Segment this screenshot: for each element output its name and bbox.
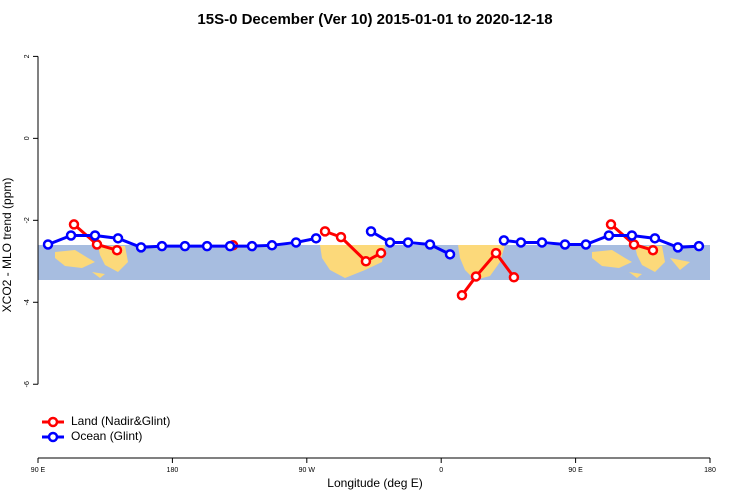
data-point bbox=[402, 237, 414, 248]
x-tick-label: 90 E bbox=[568, 467, 583, 474]
data-point bbox=[375, 247, 387, 259]
data-point bbox=[42, 239, 54, 250]
y-tick-label: -4 bbox=[24, 299, 31, 305]
data-point bbox=[444, 249, 456, 260]
data-point bbox=[580, 239, 592, 250]
data-point bbox=[135, 242, 147, 253]
data-point bbox=[498, 235, 510, 246]
legend-marker bbox=[47, 416, 59, 428]
data-point bbox=[672, 242, 684, 253]
data-point bbox=[179, 240, 191, 252]
data-point bbox=[112, 233, 124, 244]
data-point bbox=[649, 233, 661, 244]
data-point bbox=[424, 239, 436, 250]
legend-marker bbox=[47, 431, 59, 443]
data-point bbox=[490, 247, 502, 259]
data-point bbox=[536, 237, 548, 248]
data-point bbox=[365, 226, 377, 237]
data-point bbox=[156, 240, 168, 252]
y-tick-label: -6 bbox=[24, 381, 31, 387]
legend-label: Land (Nadir&Glint) bbox=[71, 414, 170, 428]
data-point bbox=[224, 240, 236, 252]
x-tick-label: 90 W bbox=[299, 467, 316, 474]
data-point bbox=[693, 240, 705, 252]
data-point bbox=[605, 219, 617, 230]
x-tick-label: 0 bbox=[439, 467, 443, 474]
data-point bbox=[201, 240, 213, 252]
legend-label: Ocean (Glint) bbox=[71, 429, 142, 443]
data-point bbox=[335, 231, 347, 243]
data-point bbox=[515, 237, 527, 248]
data-point bbox=[310, 233, 322, 244]
data-point bbox=[647, 244, 659, 256]
x-axis-label: Longitude (deg E) bbox=[327, 476, 422, 490]
x-tick-label: 180 bbox=[167, 467, 179, 474]
data-point bbox=[266, 240, 278, 251]
data-point bbox=[65, 230, 77, 241]
data-point bbox=[68, 219, 80, 230]
data-point bbox=[360, 256, 372, 267]
data-point bbox=[319, 226, 331, 237]
data-point bbox=[111, 244, 123, 256]
y-axis-label: XCO2 - MLO trend (ppm) bbox=[0, 178, 14, 313]
data-point bbox=[626, 230, 638, 241]
data-point bbox=[246, 240, 258, 252]
map-background bbox=[38, 245, 710, 280]
chart-title: 15S-0 December (Ver 10) 2015-01-01 to 20… bbox=[197, 11, 552, 28]
data-point bbox=[456, 290, 468, 301]
data-point bbox=[89, 230, 101, 241]
y-tick-label: -2 bbox=[24, 217, 31, 223]
y-tick-label: 2 bbox=[24, 54, 31, 58]
data-point bbox=[603, 230, 615, 241]
data-point bbox=[470, 271, 482, 282]
data-point bbox=[290, 237, 302, 248]
data-point bbox=[628, 239, 640, 250]
x-tick-label: 90 E bbox=[31, 467, 46, 474]
data-point bbox=[508, 272, 520, 283]
x-tick-label: 180 bbox=[704, 467, 716, 474]
data-point bbox=[559, 239, 571, 250]
data-point bbox=[384, 237, 396, 248]
y-tick-label: 0 bbox=[24, 136, 31, 140]
data-point bbox=[91, 239, 103, 250]
